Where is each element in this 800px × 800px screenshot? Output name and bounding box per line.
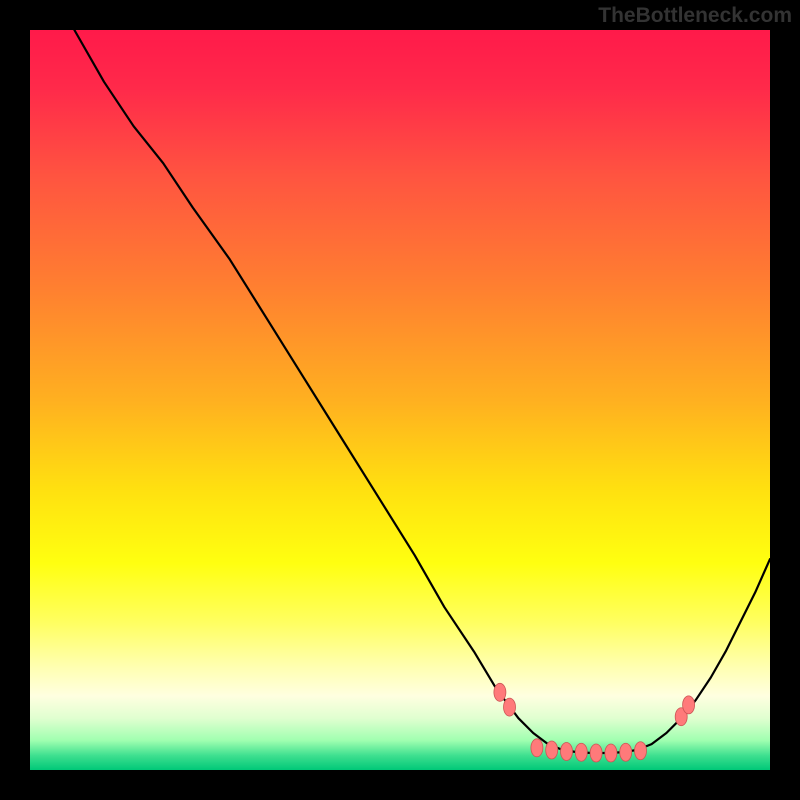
chart-container: TheBottleneck.com <box>0 0 800 800</box>
bottleneck-chart <box>0 0 800 800</box>
watermark-text: TheBottleneck.com <box>598 4 792 28</box>
